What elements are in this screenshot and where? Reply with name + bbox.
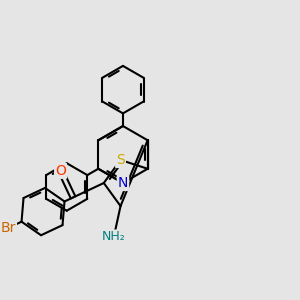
Text: NH₂: NH₂ <box>102 230 126 244</box>
Text: S: S <box>116 153 125 167</box>
Text: N: N <box>118 176 128 190</box>
Text: Br: Br <box>1 221 16 235</box>
Text: O: O <box>55 164 66 178</box>
